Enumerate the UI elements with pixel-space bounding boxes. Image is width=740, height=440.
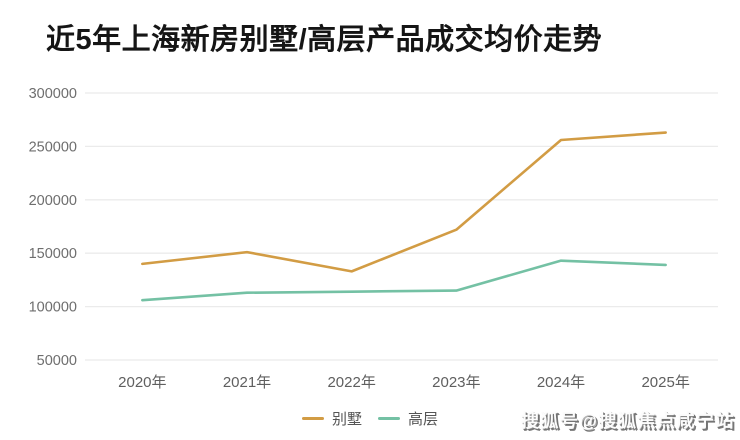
series-line-0 [141, 131, 667, 273]
y-tick-label: 300000 [29, 86, 77, 102]
y-tick-label: 150000 [29, 246, 77, 262]
x-tick-label: 2025年 [641, 374, 689, 391]
legend-dash-icon [378, 416, 400, 420]
x-tick-label: 2024年 [537, 374, 585, 391]
x-tick-label: 2021年 [223, 374, 271, 391]
legend-item-1: 高层 [378, 408, 438, 429]
y-tick-label: 200000 [29, 193, 77, 209]
chart-legend: 别墅 高层 [0, 406, 740, 430]
x-tick-label: 2022年 [327, 374, 375, 391]
series-line-1 [141, 259, 667, 302]
legend-dash-icon [301, 416, 324, 420]
legend-item-0: 别墅 [301, 408, 362, 429]
watermark: 搜狐号@搜狐焦点咸宁站 [520, 411, 735, 431]
legend-label: 高层 [408, 410, 439, 428]
x-tick-label: 2020年 [118, 374, 166, 391]
y-tick-label: 250000 [29, 139, 77, 155]
y-tick-label: 100000 [29, 300, 77, 316]
x-tick-label: 2023年 [432, 374, 480, 391]
y-tick-label: 50000 [37, 353, 77, 369]
legend-label: 别墅 [331, 410, 362, 428]
chart-title: 近5年上海新房别墅/高层产品成交均价走势 [46, 24, 603, 56]
